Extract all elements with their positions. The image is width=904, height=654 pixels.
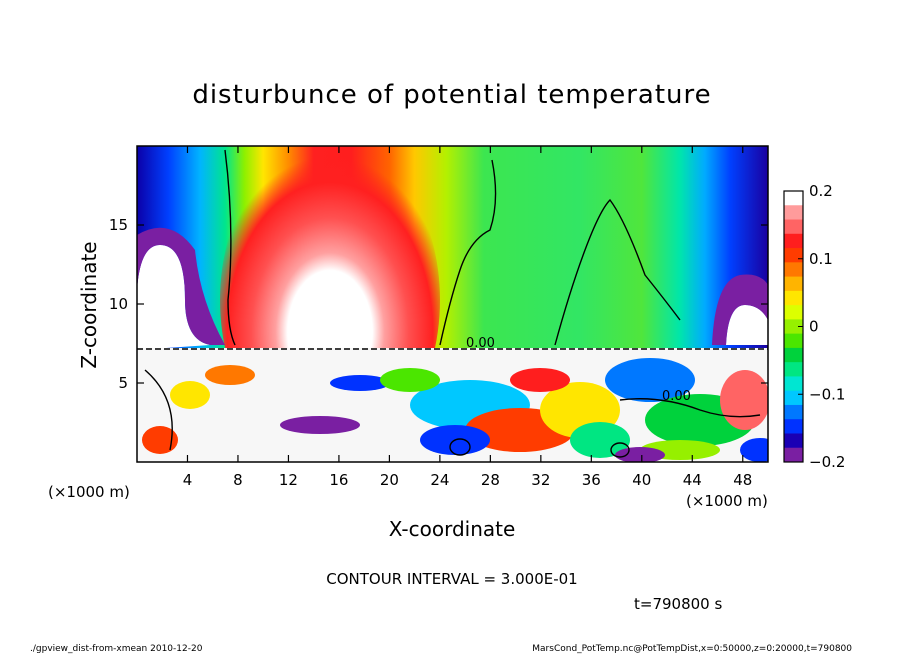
footer-left: ./gpview_dist-from-xmean 2010-12-20	[30, 644, 203, 654]
time-label: t=790800 s	[634, 595, 722, 613]
colorbar	[783, 190, 804, 463]
colorbar-swatch	[784, 362, 803, 377]
colorbar-swatch	[784, 447, 803, 463]
x-tick-label: 44	[683, 471, 702, 489]
x-axis-label: X-coordinate	[389, 517, 516, 541]
x-axis-ticks: 4 8 12 16 20 24 28 32 36 40 44 48	[183, 146, 752, 489]
cold-pocket-right-rim	[712, 274, 768, 345]
x-tick-label: 4	[183, 471, 193, 489]
x-tick-label: 32	[531, 471, 550, 489]
turbulent-patches	[142, 358, 768, 462]
y-tick-label: 15	[109, 216, 128, 234]
x-tick-label: 24	[430, 471, 449, 489]
cold-pocket-left-rim	[137, 227, 225, 345]
contour-lower-2	[619, 398, 761, 418]
colorbar-swatch	[784, 191, 803, 206]
colorbar-tick-label: −0.1	[809, 385, 845, 403]
x-unit-left: (×1000 m)	[48, 483, 130, 501]
contour-label-1: 0.00	[466, 336, 495, 351]
colorbar-swatch	[784, 333, 803, 349]
contour-ring-1	[449, 438, 471, 456]
cold-pocket-left	[137, 245, 210, 350]
colorbar-tick-label: 0.1	[809, 250, 833, 268]
colorbar-swatch	[784, 376, 803, 392]
colorbar-swatch	[784, 347, 803, 363]
x-tick-label: 40	[632, 471, 651, 489]
colorbar-swatch	[784, 433, 803, 449]
y-tick-label: 10	[109, 295, 128, 313]
x-tick-label: 16	[329, 471, 348, 489]
x-tick-label: 20	[380, 471, 399, 489]
colorbar-swatch	[784, 262, 803, 278]
colorbar-swatch	[784, 390, 803, 406]
colorbar-swatch	[784, 319, 803, 335]
x-tick-label: 28	[481, 471, 500, 489]
contour-ring-2	[610, 442, 630, 458]
x-tick-label: 48	[733, 471, 752, 489]
contour-label-2: 0.00	[662, 389, 691, 404]
colorbar-swatch	[784, 404, 803, 420]
colorbar-swatch	[784, 233, 803, 249]
contour-lines	[137, 149, 768, 458]
chart-title: disturbunce of potential temperature	[192, 80, 711, 110]
x-unit-right: (×1000 m)	[686, 492, 768, 510]
x-tick-label: 12	[279, 471, 298, 489]
cold-pocket-right	[726, 305, 768, 345]
y-tick-label: 5	[118, 374, 128, 392]
x-tick-label: 36	[582, 471, 601, 489]
contour-zero-right	[554, 198, 681, 346]
colorbar-ticks: 0.2 0.1 0 −0.1 −0.2	[798, 182, 845, 471]
colorbar-tick-label: 0.2	[809, 182, 833, 200]
y-axis-label: Z-coordinate	[77, 241, 101, 368]
colorbar-swatch	[784, 219, 803, 235]
contour-zero-left	[224, 149, 236, 346]
colorbar-tick-label: 0	[809, 318, 819, 336]
colorbar-swatch	[784, 248, 803, 263]
x-tick-label: 8	[233, 471, 243, 489]
footer-right: MarsCond_PotTemp.nc@PotTempDist,x=0:5000…	[532, 644, 852, 654]
y-axis-ticks: 5 10 15	[109, 216, 768, 392]
colorbar-swatch	[784, 290, 803, 306]
plot-area: 0.00 0.00	[137, 146, 768, 462]
contour-interval: CONTOUR INTERVAL = 3.000E-01	[326, 570, 577, 588]
colorbar-swatch	[784, 205, 803, 221]
contour-lower-1	[144, 369, 173, 451]
colorbar-swatch	[784, 419, 803, 434]
colorbar-swatch	[784, 276, 803, 292]
colorbar-tick-label: −0.2	[809, 453, 845, 471]
colorbar-swatch	[784, 305, 803, 320]
contour-zero-mid	[439, 159, 497, 346]
